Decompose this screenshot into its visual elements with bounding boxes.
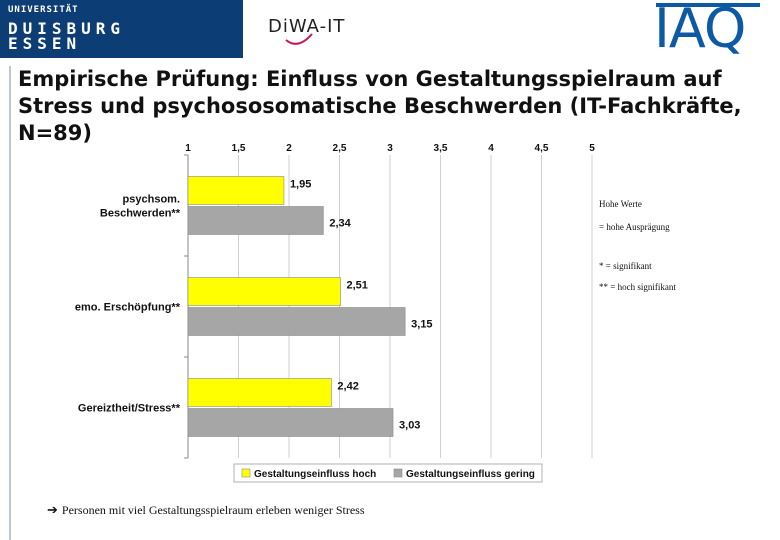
tick-label: 5	[589, 143, 595, 154]
left-rule	[9, 66, 11, 540]
university-logo-line-1: UNIVERSITÄT	[8, 5, 79, 15]
bar	[187, 408, 394, 437]
legend-box	[233, 463, 543, 483]
bar	[187, 378, 332, 407]
arrow-right-icon: ➔	[47, 502, 58, 517]
diva-logo-text: DiWA-IT	[268, 16, 346, 37]
header: UNIVERSITÄT DUISBURG ESSEN DiWA-IT IAQ	[0, 0, 780, 60]
category-label: Gereiztheit/Stress**	[78, 403, 181, 415]
category-label: psychsom.	[123, 194, 180, 206]
tick-label: 1	[185, 143, 191, 154]
legend-label: Gestaltungseinfluss hoch	[254, 469, 376, 480]
iaq-logo-text: IAQ	[654, 0, 746, 60]
tick-label: 4,5	[535, 143, 549, 154]
category-labels: psychsom. Beschwerden** emo. Erschöpfung**…	[75, 194, 181, 415]
data-label: 3,15	[411, 319, 432, 331]
legend: Gestaltungseinfluss hoch Gestaltungseinfl…	[233, 463, 543, 483]
data-label: 3,03	[399, 420, 420, 432]
bar	[187, 307, 406, 336]
diva-swoosh-icon	[285, 33, 313, 45]
tick-labels: 1 1,5 2 2,5 3 3,5 4 4,5 5	[185, 143, 595, 154]
data-label: 2,51	[347, 280, 368, 292]
note-high-expression: = hohe Ausprägung	[599, 222, 670, 232]
legend-label: Gestaltungseinfluss gering	[406, 469, 535, 480]
category-label: emo. Erschöpfung**	[75, 302, 181, 314]
data-label: 2,42	[337, 381, 358, 393]
tick-label: 4	[488, 143, 494, 154]
diva-logo: DiWA-IT	[268, 10, 358, 50]
note-significant: * = signifikant	[599, 261, 652, 271]
category-label: Beschwerden**	[100, 208, 181, 220]
gridlines	[184, 154, 593, 459]
bars: 1,95 2,34 2,51 3,15 2,42 3,03	[187, 176, 433, 437]
university-logo-line-3: ESSEN	[8, 34, 82, 53]
bar	[187, 277, 341, 306]
tick-label: 3	[387, 143, 393, 154]
conclusion-text: Personen mit viel Gestaltungsspielraum e…	[61, 503, 365, 517]
tick-label: 2	[286, 143, 292, 154]
bar	[187, 176, 285, 205]
iaq-logo-bar	[656, 3, 760, 7]
data-label: 2,34	[329, 218, 351, 230]
tick-label: 1,5	[232, 143, 246, 154]
page-title: Empirische Prüfung: Einfluss von Gestalt…	[18, 67, 742, 145]
tick-label: 3,5	[434, 143, 448, 154]
conclusion: ➔ Personen mit viel Gestaltungsspielraum …	[47, 502, 365, 518]
tick-label: 2,5	[333, 143, 347, 154]
iaq-logo: IAQ	[654, 0, 774, 60]
university-logo-line-2: DUISBURG	[8, 19, 126, 38]
data-label: 1,95	[290, 179, 311, 191]
legend-swatch	[241, 468, 251, 478]
university-logo: UNIVERSITÄT DUISBURG ESSEN	[0, 0, 243, 58]
bar	[187, 206, 324, 235]
note-high-values: Hohe Werte	[599, 199, 642, 209]
legend-swatch	[393, 468, 403, 478]
note-highly-significant: ** = hoch signifikant	[599, 282, 676, 292]
